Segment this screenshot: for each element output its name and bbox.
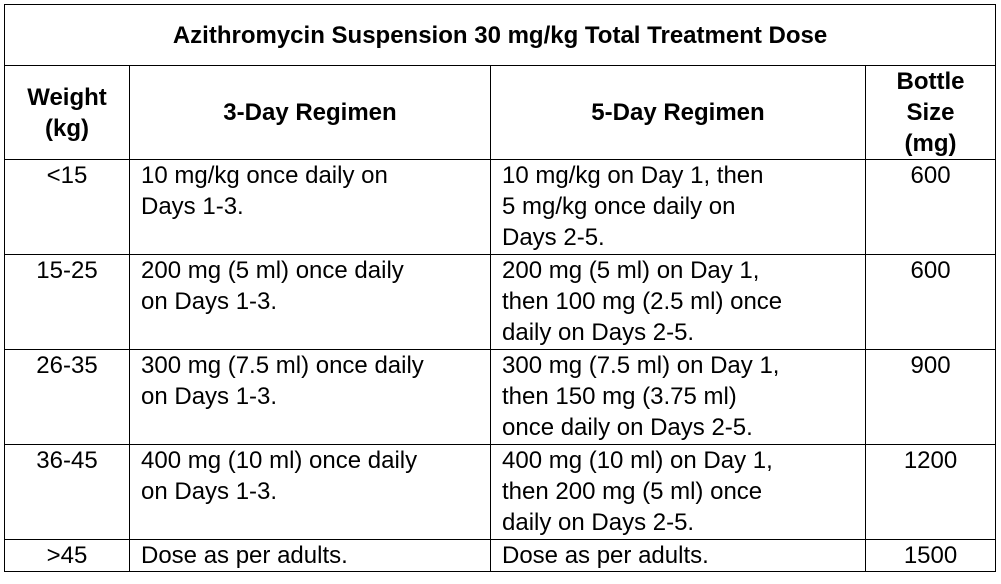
bottle-cell: 600 [864,254,997,350]
header-weight: Weight (kg) [4,65,130,160]
weight-cell: >45 [4,539,130,572]
bottle-cell: 1500 [864,539,997,572]
title-row: Azithromycin Suspension 30 mg/kg Total T… [3,4,997,66]
table-title: Azithromycin Suspension 30 mg/kg Total T… [3,4,997,66]
cell-line: 200 mg (5 ml) on Day 1, [502,257,760,284]
five-day-cell: 200 mg (5 ml) on Day 1, then 100 mg (2.5… [490,254,866,350]
bottle-cell: 900 [864,349,997,445]
cell-line: then 200 mg (5 ml) once [502,478,763,505]
bottle-cell: 1200 [864,444,997,540]
cell-line: on Days 1-3. [141,383,278,410]
header-weight-line: (kg) [45,114,89,142]
header-three-day: 3-Day Regimen [129,65,491,160]
header-bottle-line: Size [906,99,955,126]
three-day-cell: 10 mg/kg once daily on Days 1-3. [129,159,491,255]
cell-line: then 100 mg (2.5 ml) once [502,288,783,315]
weight-cell: 15-25 [4,254,130,350]
cell-line: 400 mg (10 ml) once daily [141,447,418,474]
table-row: <15 10 mg/kg once daily on Days 1-3. 10 … [4,159,997,255]
three-day-cell: 200 mg (5 ml) once daily on Days 1-3. [129,254,491,350]
cell-line: 200 mg (5 ml) once daily [141,257,404,284]
cell-line: 10 mg/kg once daily on [141,162,388,189]
cell-line: Days 2-5. [502,224,605,251]
table-row: 26-35 300 mg (7.5 ml) once daily on Days… [4,349,997,445]
cell-line: 10 mg/kg on Day 1, then [502,162,764,189]
cell-line: 400 mg (10 ml) on Day 1, [502,447,773,474]
cell-line: on Days 1-3. [141,478,278,505]
three-day-cell: 300 mg (7.5 ml) once daily on Days 1-3. [129,349,491,445]
cell-line: daily on Days 2-5. [502,319,695,346]
table-row: >45 Dose as per adults. Dose as per adul… [4,539,997,572]
header-five-day: 5-Day Regimen [490,65,866,160]
cell-line: 5 mg/kg once daily on [502,193,736,220]
bottle-cell: 600 [864,159,997,255]
header-bottle: Bottle Size (mg) [864,65,997,160]
cell-line: 300 mg (7.5 ml) once daily [141,352,424,379]
header-weight-line: Weight [27,83,107,111]
header-row: Weight (kg) 3-Day Regimen 5-Day Regimen … [4,65,997,160]
cell-line: once daily on Days 2-5. [502,414,753,441]
five-day-cell: Dose as per adults. [490,539,866,572]
cell-line: Days 1-3. [141,193,244,220]
five-day-cell: 10 mg/kg on Day 1, then 5 mg/kg once dai… [490,159,866,255]
five-day-cell: 400 mg (10 ml) on Day 1, then 200 mg (5 … [490,444,866,540]
three-day-cell: 400 mg (10 ml) once daily on Days 1-3. [129,444,491,540]
table-row: 15-25 200 mg (5 ml) once daily on Days 1… [4,254,997,350]
cell-line: daily on Days 2-5. [502,509,695,536]
cell-line: on Days 1-3. [141,288,278,315]
weight-cell: 26-35 [4,349,130,445]
header-bottle-line: Bottle [896,68,965,95]
header-bottle-line: (mg) [904,130,957,157]
cell-line: then 150 mg (3.75 ml) [502,383,737,410]
five-day-cell: 300 mg (7.5 ml) on Day 1, then 150 mg (3… [490,349,866,445]
table-row: 36-45 400 mg (10 ml) once daily on Days … [4,444,997,540]
dosing-table: Azithromycin Suspension 30 mg/kg Total T… [3,4,997,572]
weight-cell: <15 [4,159,130,255]
cell-line: 300 mg (7.5 ml) on Day 1, [502,352,780,379]
cell-line: Dose as per adults. [141,542,348,569]
three-day-cell: Dose as per adults. [129,539,491,572]
cell-line: Dose as per adults. [502,542,709,569]
weight-cell: 36-45 [4,444,130,540]
